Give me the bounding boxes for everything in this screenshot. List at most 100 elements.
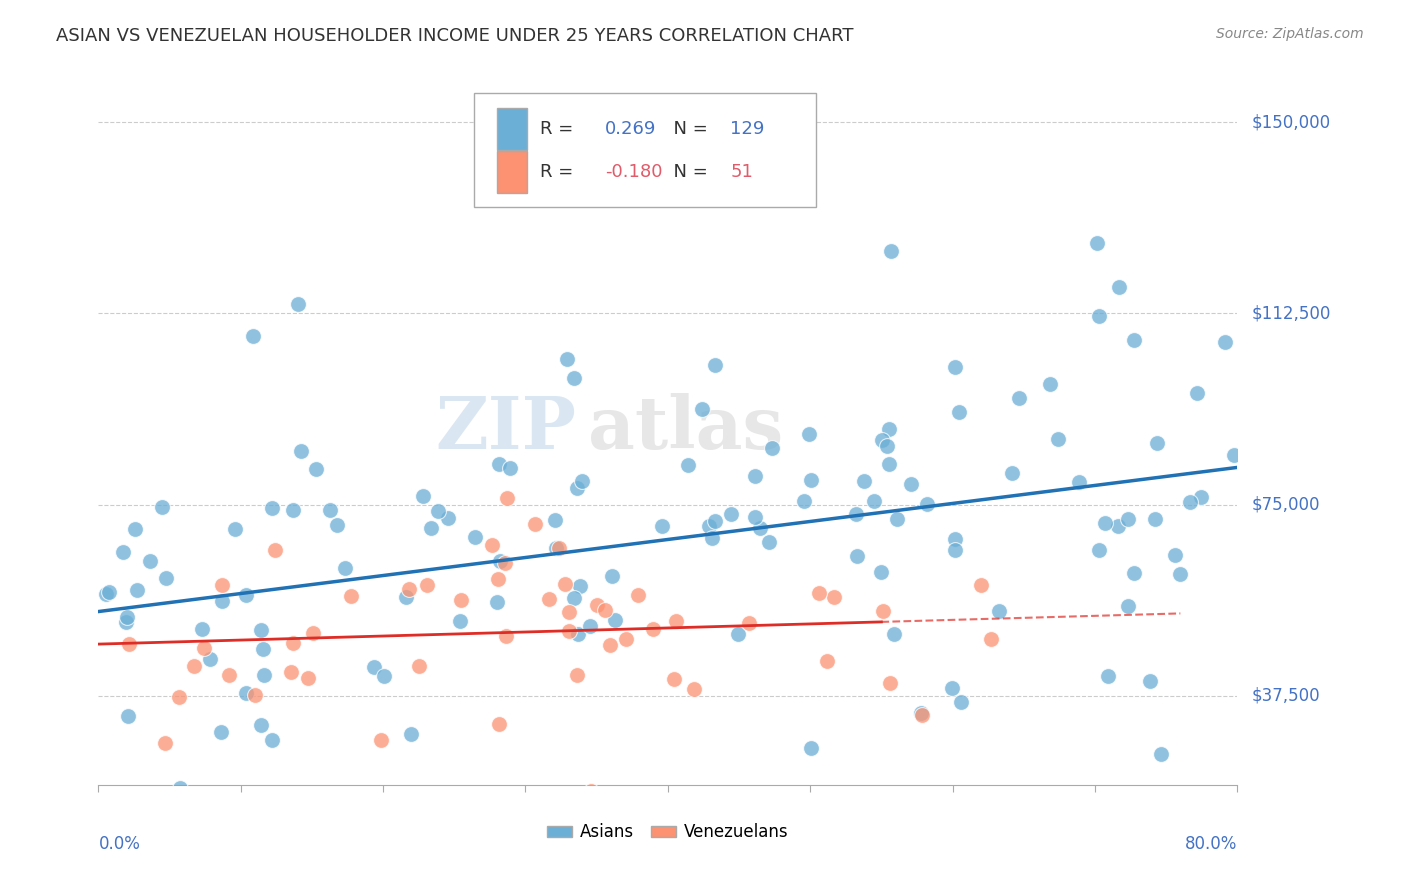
Point [1116,599,1139,614]
Point [464,530,486,544]
Point [249,718,271,732]
Point [1087,235,1109,250]
Point [426,503,449,517]
Point [700,531,723,545]
Text: $37,500: $37,500 [1251,687,1320,705]
Point [150,500,173,515]
Text: N =: N = [662,163,720,181]
Point [1139,674,1161,689]
Point [880,244,903,258]
Point [1168,566,1191,581]
Point [412,489,434,503]
Point [761,441,783,455]
Point [489,554,512,568]
Text: 80.0%: 80.0% [1185,835,1237,853]
Point [603,613,626,627]
Point [408,658,430,673]
Point [980,632,1002,646]
Point [651,518,673,533]
Point [198,652,221,666]
Point [1088,543,1111,558]
Point [599,639,621,653]
Point [579,619,602,633]
Point [943,359,966,374]
Point [1146,435,1168,450]
Point [138,554,160,568]
Point [302,626,325,640]
Point [167,690,190,704]
Point [807,585,830,599]
Point [218,668,240,682]
Point [1116,511,1139,525]
Text: $112,500: $112,500 [1251,304,1330,323]
Point [1067,475,1090,490]
Point [363,660,385,674]
Point [373,669,395,683]
Point [872,433,894,447]
Point [281,503,304,517]
Point [800,741,823,756]
Point [1189,490,1212,504]
Point [205,790,228,805]
Point [883,627,905,641]
Point [1008,391,1031,405]
Point [643,622,665,636]
Text: -0.180: -0.180 [605,163,662,181]
Point [117,610,139,624]
Point [562,591,585,605]
Point [538,591,561,606]
Text: $75,000: $75,000 [1251,496,1320,514]
Point [602,569,624,583]
Point [704,358,727,372]
Point [877,422,900,436]
Point [115,615,138,630]
Point [682,681,704,696]
Point [280,665,302,679]
Point [224,522,246,536]
Point [183,658,205,673]
Point [886,512,908,526]
Point [1097,669,1119,683]
Point [420,521,443,535]
Point [112,545,135,559]
Point [815,654,838,668]
Point [243,688,266,702]
Point [1094,516,1116,530]
Point [845,549,868,564]
Point [399,727,422,741]
Point [155,571,177,585]
FancyBboxPatch shape [498,151,527,193]
Point [697,518,720,533]
Text: Source: ZipAtlas.com: Source: ZipAtlas.com [1216,27,1364,41]
Point [678,458,700,473]
Point [945,543,967,558]
Point [1107,519,1129,533]
Text: 0.0%: 0.0% [98,835,141,853]
Point [720,508,742,522]
Point [370,733,392,747]
Point [191,622,214,636]
Point [941,681,963,695]
Point [260,732,283,747]
Point [581,784,603,798]
Point [565,668,588,682]
Point [398,582,420,597]
Point [910,706,932,720]
Point [1001,466,1024,480]
Point [127,803,149,817]
Point [297,671,319,685]
Point [1187,386,1209,401]
Point [915,497,938,511]
Point [627,588,650,602]
Point [1144,512,1167,526]
Point [488,716,510,731]
Point [877,457,900,471]
Point [567,626,589,640]
Point [125,583,148,598]
Point [250,624,273,638]
Point [124,522,146,536]
Point [567,481,589,495]
Point [242,329,264,343]
FancyBboxPatch shape [498,108,527,150]
Point [287,297,309,311]
